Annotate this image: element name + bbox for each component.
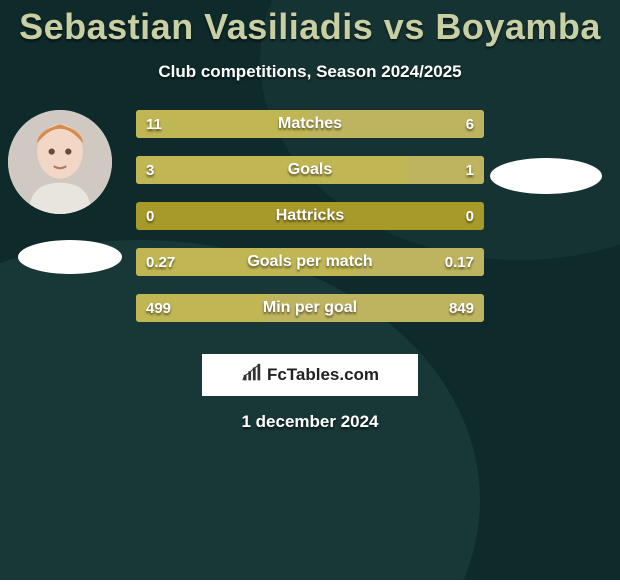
stat-row: 11Matches6: [136, 110, 484, 138]
stat-row: 0Hattricks0: [136, 202, 484, 230]
stat-value-right: 0: [466, 208, 474, 225]
stat-value-right: 849: [449, 300, 474, 317]
stat-label: Goals per match: [136, 253, 484, 271]
stat-label: Hattricks: [136, 207, 484, 225]
brand-text: FcTables.com: [267, 365, 379, 385]
stat-row: 3Goals1: [136, 156, 484, 184]
stat-value-right: 6: [466, 116, 474, 133]
player-left-flag: [18, 240, 122, 274]
player-right-flag: [490, 158, 602, 194]
stat-label: Matches: [136, 115, 484, 133]
stat-label: Min per goal: [136, 299, 484, 317]
brand-box: FcTables.com: [202, 354, 418, 396]
stat-row: 499Min per goal849: [136, 294, 484, 322]
stat-value-right: 0.17: [445, 254, 474, 271]
date-label: 1 december 2024: [0, 412, 620, 432]
page-title: Sebastian Vasiliadis vs Boyamba: [0, 0, 620, 48]
subtitle: Club competitions, Season 2024/2025: [0, 62, 620, 82]
brand-chart-icon: [241, 362, 263, 389]
stat-value-right: 1: [466, 162, 474, 179]
comparison-area: 11Matches6 3Goals1 0Hattricks0 0.27Goals pe…: [0, 110, 620, 340]
stat-label: Goals: [136, 161, 484, 179]
player-left-avatar: [8, 110, 112, 214]
stat-bars: 11Matches6 3Goals1 0Hattricks0 0.27Goals pe…: [136, 110, 484, 340]
stat-row: 0.27Goals per match0.17: [136, 248, 484, 276]
